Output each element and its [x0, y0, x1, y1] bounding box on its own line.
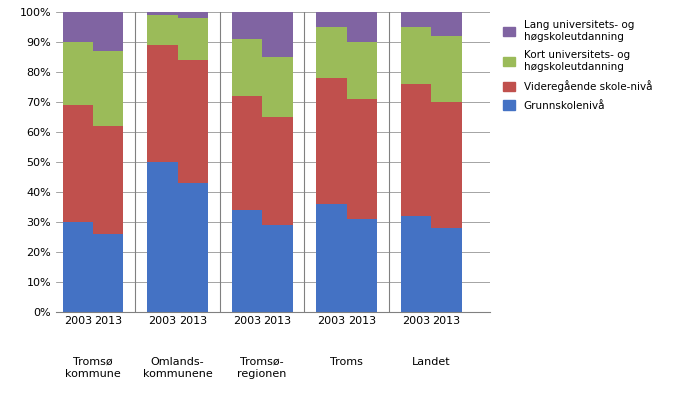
Bar [178, 18, 208, 60]
Bar [316, 204, 346, 312]
Bar [62, 42, 93, 105]
Bar [178, 60, 208, 183]
Bar [147, 15, 178, 45]
Bar [316, 78, 346, 204]
Bar [93, 234, 123, 312]
Bar [316, 12, 346, 27]
Bar [262, 57, 293, 117]
Bar [431, 102, 462, 228]
Bar [401, 84, 431, 216]
Text: Omlands-
kommunene: Omlands- kommunene [143, 357, 212, 378]
Bar [262, 225, 293, 312]
Bar [93, 51, 123, 126]
Bar [62, 222, 93, 312]
Bar [431, 12, 462, 36]
Bar [62, 12, 93, 42]
Bar [147, 162, 178, 312]
Bar [147, 12, 178, 15]
Bar [147, 45, 178, 162]
Text: Tromsø-
regionen: Tromsø- regionen [237, 357, 287, 378]
Bar [401, 12, 431, 27]
Bar [232, 39, 262, 96]
Bar [401, 216, 431, 312]
Text: Landet: Landet [412, 357, 451, 367]
Bar [346, 42, 377, 99]
Legend: Lang universitets- og
høgskoleutdanning, Kort universitets- og
høgskoleutdanning: Lang universitets- og høgskoleutdanning,… [500, 17, 655, 114]
Bar [93, 126, 123, 234]
Bar [346, 99, 377, 219]
Bar [93, 12, 123, 51]
Bar [178, 183, 208, 312]
Bar [346, 219, 377, 312]
Bar [232, 210, 262, 312]
Text: Tromsø
kommune: Tromsø kommune [65, 357, 121, 378]
Bar [431, 36, 462, 102]
Bar [346, 12, 377, 42]
Bar [232, 12, 262, 39]
Bar [431, 228, 462, 312]
Bar [232, 96, 262, 210]
Bar [316, 27, 346, 78]
Bar [262, 117, 293, 225]
Bar [62, 105, 93, 222]
Bar [178, 12, 208, 18]
Bar [401, 27, 431, 84]
Bar [262, 12, 293, 57]
Text: Troms: Troms [330, 357, 363, 367]
